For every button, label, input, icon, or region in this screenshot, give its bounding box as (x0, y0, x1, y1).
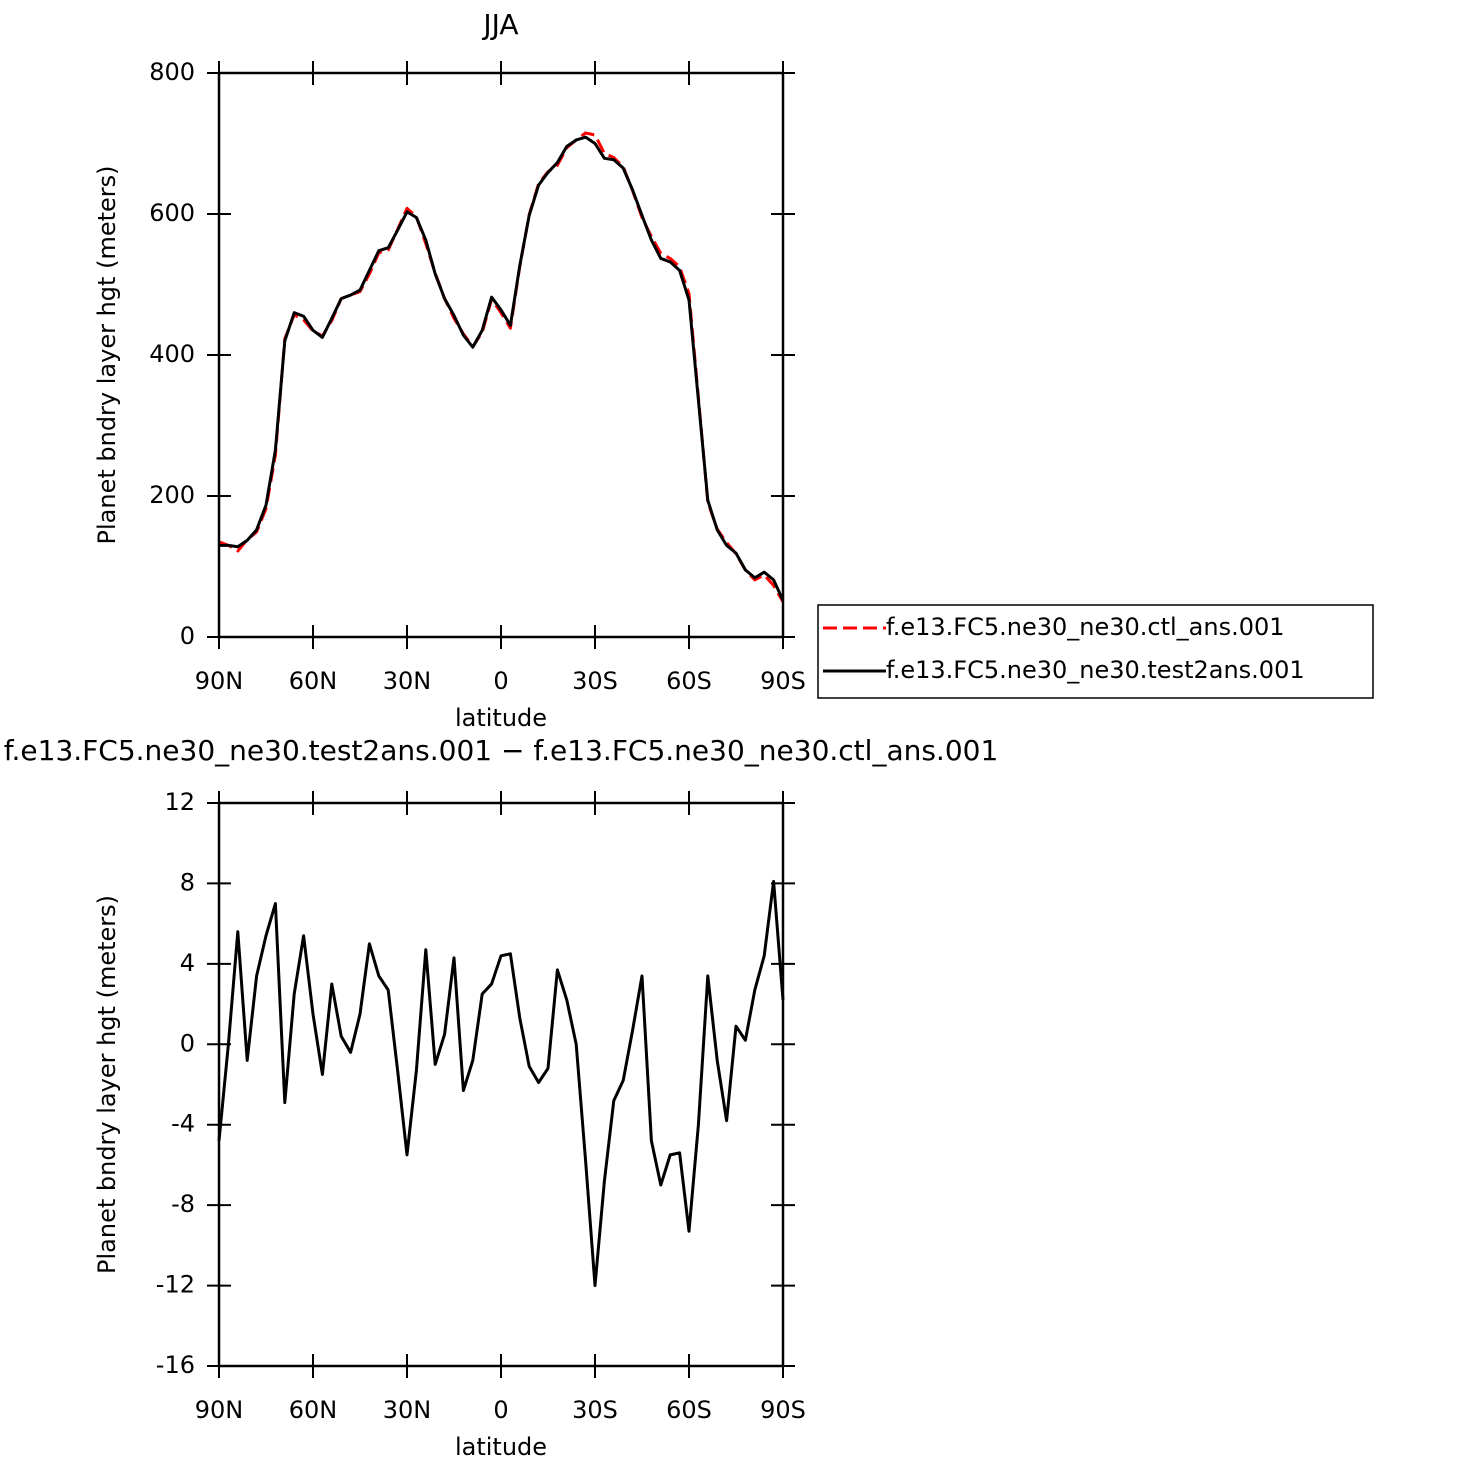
x-tick-label: 60S (666, 667, 712, 695)
x-tick-label: 60S (666, 1396, 712, 1424)
y-tick-label: 12 (164, 788, 195, 816)
x-tick-label: 60N (289, 667, 338, 695)
x-tick-label: 30N (383, 667, 432, 695)
y-tick-label: 800 (149, 58, 195, 86)
x-axis-label: latitude (455, 1433, 547, 1461)
plot-frame (217, 801, 785, 1368)
x-tick-label: 90S (760, 667, 806, 695)
x-tick-label: 90N (195, 667, 244, 695)
x-tick-label: 0 (493, 1396, 508, 1424)
y-tick-label: -16 (156, 1351, 195, 1379)
x-tick-label: 30S (572, 1396, 618, 1424)
y-axis-label: Planet bndry layer hgt (meters) (93, 895, 121, 1274)
y-tick-label: 0 (180, 622, 195, 650)
y-tick-label: 200 (149, 481, 195, 509)
y-tick-label: -8 (171, 1190, 195, 1218)
x-tick-label: 0 (493, 667, 508, 695)
y-tick-label: 8 (180, 868, 195, 896)
y-tick-label: 600 (149, 199, 195, 227)
legend-label: f.e13.FC5.ne30_ne30.ctl_ans.001 (886, 613, 1285, 641)
series-line (219, 135, 785, 601)
y-axis-label: Planet bndry layer hgt (meters) (93, 166, 121, 545)
x-tick-label: 30N (383, 1396, 432, 1424)
chart-title: JJA (481, 8, 518, 41)
x-axis-label: latitude (455, 704, 547, 732)
y-tick-label: 400 (149, 340, 195, 368)
plot-frame (217, 71, 785, 639)
legend-box (817, 604, 1374, 699)
y-tick-label: -12 (156, 1271, 195, 1299)
chart-title: f.e13.FC5.ne30_ne30.test2ans.001 − f.e13… (4, 734, 999, 767)
y-tick-label: 4 (180, 949, 195, 977)
legend-label: f.e13.FC5.ne30_ne30.test2ans.001 (886, 656, 1305, 684)
series-line (218, 131, 785, 603)
x-tick-label: 90S (760, 1396, 806, 1424)
x-tick-label: 60N (289, 1396, 338, 1424)
series-line (217, 879, 785, 1288)
x-tick-label: 90N (195, 1396, 244, 1424)
y-tick-label: 0 (180, 1029, 195, 1057)
x-tick-label: 30S (572, 667, 618, 695)
y-tick-label: -4 (171, 1110, 195, 1138)
